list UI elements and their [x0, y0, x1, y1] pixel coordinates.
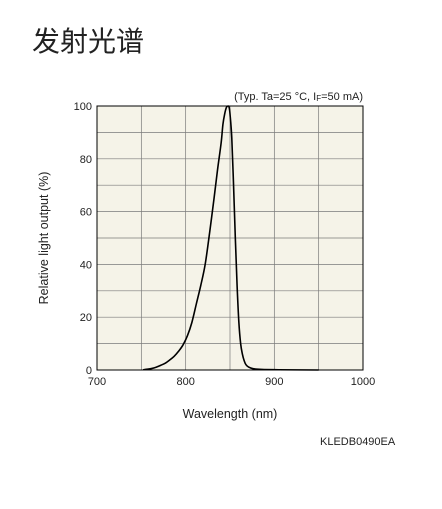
x-tick-label: 900	[265, 376, 283, 388]
y-tick-label: 60	[80, 207, 92, 219]
spectrum-line	[143, 105, 319, 371]
x-tick-label: 800	[176, 376, 194, 388]
y-tick-label: 40	[80, 259, 92, 271]
y-tick-label: 100	[74, 101, 92, 113]
test-condition-subscript: F	[316, 94, 321, 103]
x-tick-labels: 700 800 900 1000	[88, 376, 375, 388]
plot-border	[96, 105, 364, 371]
y-tick-label: 80	[80, 154, 92, 166]
y-tick-label: 20	[80, 312, 92, 324]
grid-lines	[97, 106, 363, 370]
y-tick-labels: 0 20 40 60 80 100	[74, 101, 92, 377]
y-tick-label: 0	[86, 365, 92, 377]
test-condition-tail: =50 mA)	[321, 91, 363, 103]
test-condition-label: (Typ. Ta=25 °C, IF=50 mA)	[234, 91, 363, 103]
document-code: KLEDB0490EA	[320, 436, 396, 448]
page-title: 发射光谱	[32, 25, 145, 58]
x-axis-title: Wavelength (nm)	[183, 407, 278, 421]
test-condition-text: (Typ. Ta=25 °C, I	[234, 91, 316, 103]
y-axis-title: Relative light output (%)	[37, 172, 51, 305]
x-tick-label: 1000	[351, 376, 375, 388]
x-tick-label: 700	[88, 376, 106, 388]
